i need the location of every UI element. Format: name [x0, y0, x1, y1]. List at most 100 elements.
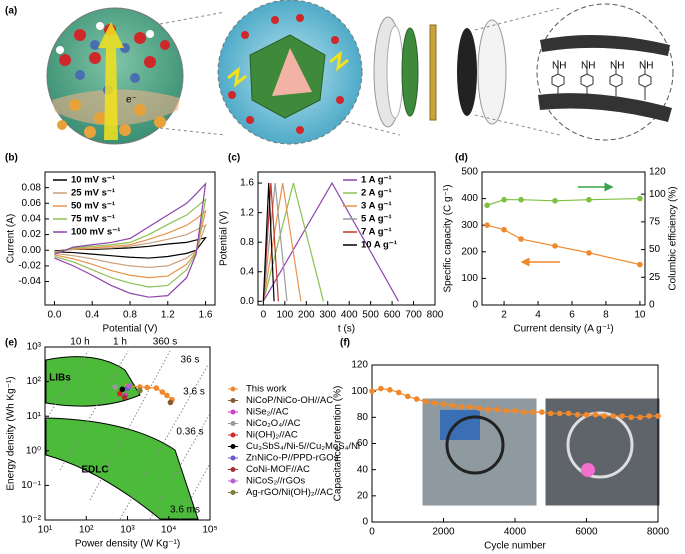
data-point — [565, 410, 572, 417]
linkers — [551, 60, 652, 100]
ions — [228, 14, 344, 134]
legend-label: 100 mV s⁻¹ — [71, 227, 120, 238]
y-tick-label: 10⁰ — [26, 445, 41, 456]
data-point — [552, 243, 558, 249]
y-tick-label: 0.00 — [22, 245, 42, 256]
legend-label: NiCo₂O₄//AC — [246, 418, 301, 429]
legend-label: Cu₃SbS₄/Ni-5//Cu₂MoS₄/Ni — [246, 441, 360, 452]
data-point — [574, 411, 581, 418]
y2-tick-label: 75 — [649, 217, 661, 228]
x-tick-label: 700 — [405, 310, 422, 321]
legend-label: 3 A g⁻¹ — [361, 201, 392, 212]
annotation: 3.6 s — [183, 387, 205, 398]
series-line — [486, 224, 641, 266]
legend-label: 25 mV s⁻¹ — [71, 188, 115, 199]
x-tick-label: 10³ — [120, 525, 135, 536]
x-tick-label: 2 — [501, 310, 507, 321]
series-line — [262, 181, 400, 302]
y-tick-label: 0.4 — [240, 266, 254, 277]
data-point — [404, 393, 411, 400]
legend-swatch — [230, 478, 236, 484]
y2-axis-label: Columbic efficiency (%) — [668, 186, 679, 290]
photo-ring — [566, 411, 634, 479]
connector — [159, 11, 226, 25]
data-point — [378, 385, 384, 392]
y-tick-label: 0 — [472, 300, 478, 311]
y-tick-label: 400 — [461, 193, 478, 204]
y-tick-label: 10² — [27, 376, 42, 387]
legend-label: CoNi-MOF//AC — [246, 464, 310, 475]
x-tick-label: 1.2 — [161, 310, 175, 321]
plot-series — [54, 181, 208, 298]
data-point — [159, 389, 166, 395]
photo-device — [440, 410, 480, 440]
zoom-view — [536, 3, 674, 141]
data-point — [501, 196, 507, 203]
series-line — [262, 183, 275, 302]
connector — [339, 119, 401, 136]
x-tick-label: 400 — [341, 310, 358, 321]
legend-swatch — [230, 455, 236, 461]
data-point — [503, 407, 509, 414]
electron-label: e⁻ — [126, 95, 137, 106]
libs-region — [45, 356, 141, 407]
y-axis-label: Energy density (Wh Kg⁻¹) — [6, 376, 17, 490]
annotation: 1 h — [113, 337, 127, 348]
legend-label: 7 A g⁻¹ — [361, 227, 392, 238]
data-point — [467, 404, 474, 410]
series-line — [262, 182, 302, 302]
data-point — [387, 387, 393, 393]
annotation: 360 s — [153, 337, 177, 348]
y-tick-label: 10³ — [27, 342, 42, 353]
data-point — [369, 388, 375, 394]
time-lines — [45, 350, 210, 520]
x-axis-label: Current density (A g⁻¹) — [513, 324, 613, 335]
data-point — [583, 411, 590, 418]
y-tick-label: 0.0 — [240, 296, 254, 307]
data-point — [153, 385, 160, 391]
y-tick-label: 10¹ — [27, 411, 42, 422]
x-tick-label: 600 — [384, 310, 401, 321]
series-line — [54, 181, 207, 298]
data-point — [431, 400, 438, 406]
annotation: LIBs — [49, 373, 71, 384]
data-point — [144, 384, 150, 391]
x-axis-label: Power density (W Kg⁻¹) — [75, 539, 180, 550]
y-tick-label: 20 — [357, 490, 369, 501]
data-point — [619, 413, 626, 419]
core — [272, 48, 312, 96]
connector — [474, 7, 561, 31]
y-tick-label: 0.06 — [22, 198, 42, 209]
x-tick-label: 4000 — [504, 527, 527, 538]
data-point — [512, 407, 518, 414]
data-point — [164, 392, 170, 399]
x-tick-label: 500 — [362, 310, 379, 321]
legend-label: 10 A g⁻¹ — [361, 240, 397, 251]
series-line — [486, 198, 640, 206]
legend-swatch — [230, 409, 236, 415]
data-point — [484, 222, 490, 228]
panel-label: (c) — [228, 153, 240, 164]
x-tick-label: 100 — [276, 310, 293, 321]
y-tick-label: 200 — [461, 246, 478, 257]
legend-label: 10 mV s⁻¹ — [71, 175, 115, 186]
data-point — [610, 413, 617, 419]
y-tick-label: 100 — [461, 273, 478, 284]
data-point — [112, 384, 118, 390]
x-tick-label: 10 — [634, 310, 646, 321]
data-point — [422, 398, 429, 405]
y-axis-label: Current (A) — [6, 214, 17, 263]
series-line — [54, 209, 207, 279]
y-tick-label: 120 — [351, 360, 368, 371]
data-point — [518, 196, 524, 203]
x-tick-label: 8000 — [647, 527, 670, 538]
x-tick-label: 0.8 — [123, 310, 137, 321]
data-point — [458, 404, 465, 410]
photo-ring — [445, 415, 505, 475]
y-tick-label: 1.6 — [240, 178, 254, 189]
y-tick-label: 60 — [357, 438, 369, 449]
legend-label: 75 mV s⁻¹ — [71, 214, 115, 225]
x-tick-label: 10¹ — [38, 525, 53, 536]
x-axis-label: Potential (V) — [102, 324, 157, 335]
